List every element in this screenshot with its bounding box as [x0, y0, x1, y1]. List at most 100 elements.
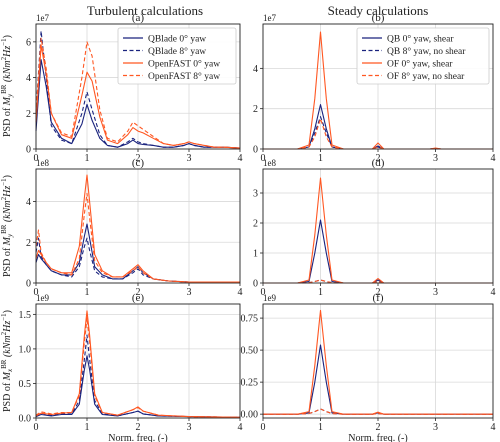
x-tick-label: 3 — [187, 153, 192, 164]
x-tick-label: 1 — [85, 153, 90, 164]
x-tick-label: 4 — [238, 422, 243, 433]
col-title-turbulent: Turbulent calculations — [87, 3, 203, 18]
y-axis-label: PSD of MxBR (kNm2Hz−1) — [0, 310, 14, 412]
exponent-label: 1e8 — [36, 158, 49, 168]
series-line-2 — [263, 309, 493, 415]
legend-entry: QB 8° yaw, no shear — [387, 46, 466, 57]
series-line-1 — [35, 30, 241, 149]
y-tick-label: 2 — [26, 238, 31, 249]
y-tick-label: 0.0 — [19, 414, 32, 425]
x-tick-label: 3 — [433, 153, 438, 164]
y-tick-label: 0.5 — [19, 379, 32, 390]
exponent-label: 1e9 — [263, 293, 276, 303]
chart-panel-e: 0 1 2 3 4 0.0 0.5 1.0 1.5 (e) 1e9 Norm. freq. (-) PS… — [0, 292, 243, 442]
x-tick-label: 3 — [187, 287, 192, 298]
x-tick-label: 2 — [136, 153, 141, 164]
chart-panel-a: 0 1 2 3 4 0 2 4 6 (a) 1e7 PSD of MyBR (kNm2Hz−1) QBl… — [0, 12, 243, 164]
legend-entry: QB 0° yaw, shear — [387, 34, 454, 45]
series-line-3 — [35, 37, 241, 149]
series-line-0 — [35, 59, 241, 149]
series-line-3 — [263, 279, 493, 284]
legend-entry: OF 0° yaw, shear — [387, 59, 453, 70]
panel-label: (c) — [132, 157, 145, 169]
y-tick-label: 4 — [26, 73, 31, 84]
plot-frame — [262, 23, 494, 150]
x-axis-label: Norm. freq. (-) — [348, 433, 407, 442]
x-tick-label: 2 — [136, 422, 141, 433]
legend-entry: OpenFAST 8° yaw — [148, 71, 220, 82]
panel-label: (e) — [132, 292, 145, 304]
x-tick-label: 0 — [34, 422, 39, 433]
y-tick-label: 1.5 — [19, 310, 32, 321]
y-axis-label: PSD of MyBR (kNm2Hz−1) — [0, 35, 14, 137]
x-tick-label: 0 — [261, 287, 266, 298]
y-tick-label: 3 — [253, 189, 258, 200]
series-line-1 — [35, 334, 241, 418]
legend-entry: QBlade 0° yaw — [148, 34, 206, 45]
x-tick-label: 2 — [376, 153, 381, 164]
panel-label: (b) — [372, 12, 385, 24]
x-tick-label: 1 — [318, 287, 323, 298]
y-tick-label: 2 — [253, 219, 258, 230]
y-tick-label: 0 — [253, 145, 258, 156]
y-tick-label: 0.50 — [241, 346, 259, 357]
y-axis-label: PSD of MyBR (kNm2Hz−1) — [0, 175, 14, 277]
exponent-label: 1e9 — [36, 293, 49, 303]
y-tick-label: 0.00 — [241, 410, 259, 421]
series-line-3 — [263, 408, 493, 415]
x-tick-label: 3 — [187, 422, 192, 433]
plot-frame — [262, 168, 494, 284]
series-line-3 — [35, 317, 241, 418]
y-tick-label: 4 — [253, 64, 258, 75]
chart-panel-d: 0 1 2 3 4 0 1 2 3 (d) 1e8 — [253, 157, 496, 298]
panel-label: (d) — [372, 157, 385, 169]
y-tick-label: 0 — [26, 145, 31, 156]
x-tick-label: 4 — [238, 153, 243, 164]
chart-panel-f: 0 1 2 3 40.00 0.25 0.50 0.75 (f) 1e9 Norm. freq. (… — [241, 292, 496, 442]
x-tick-label: 4 — [238, 287, 243, 298]
x-tick-label: 0 — [261, 153, 266, 164]
x-tick-label: 2 — [136, 287, 141, 298]
x-tick-label: 0 — [34, 287, 39, 298]
y-tick-label: 1 — [253, 249, 258, 260]
plot-frame — [262, 303, 494, 419]
y-tick-label: 6 — [26, 37, 31, 48]
panel-label: (f) — [373, 292, 384, 304]
x-tick-label: 2 — [376, 287, 381, 298]
series-line-2 — [263, 177, 493, 284]
y-tick-label: 0 — [26, 279, 31, 290]
panel-label: (a) — [132, 12, 145, 24]
legend-entry: QBlade 8° yaw — [148, 46, 206, 57]
x-tick-label: 3 — [433, 287, 438, 298]
y-tick-label: 2 — [253, 104, 258, 115]
y-tick-label: 0.25 — [241, 378, 259, 389]
legend-entry: OpenFAST 0° yaw — [148, 59, 220, 70]
chart-panel-c: 0 1 2 3 4 0 2 4 (c) 1e8 PSD of MyBR (kNm2Hz−1) — [0, 157, 243, 298]
plot-frame — [35, 23, 241, 150]
exponent-label: 1e7 — [263, 13, 276, 23]
x-tick-label: 3 — [433, 422, 438, 433]
col-title-steady: Steady calculations — [328, 3, 429, 18]
y-tick-label: 0 — [253, 279, 258, 290]
x-tick-label: 0 — [34, 153, 39, 164]
x-tick-label: 1 — [318, 422, 323, 433]
legend-entry: OF 8° yaw, no shear — [387, 71, 465, 82]
x-tick-label: 1 — [85, 422, 90, 433]
exponent-label: 1e7 — [36, 13, 49, 23]
x-tick-label: 0 — [261, 422, 266, 433]
legend-box — [356, 27, 490, 85]
series-line-3 — [35, 192, 240, 283]
x-tick-label: 1 — [318, 153, 323, 164]
series-line-1 — [35, 237, 240, 283]
x-axis-label: Norm. freq. (-) — [108, 433, 167, 442]
x-tick-label: 2 — [376, 422, 381, 433]
y-tick-label: 2 — [26, 109, 31, 120]
y-tick-label: 0.75 — [241, 314, 259, 325]
plot-frame — [35, 168, 241, 284]
x-tick-label: 4 — [491, 153, 496, 164]
plot-frame — [35, 303, 241, 419]
